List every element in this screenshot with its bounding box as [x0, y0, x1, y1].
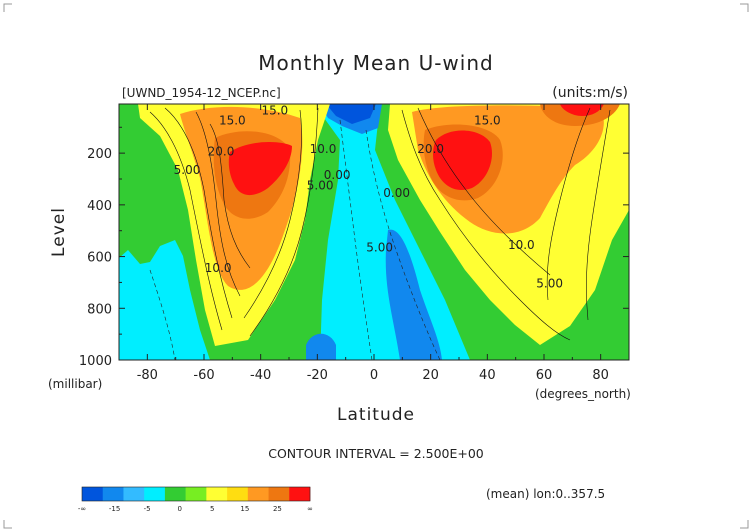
y-tick-label: 800 — [87, 302, 112, 317]
band-blue-bottom — [306, 333, 336, 360]
band-red-south — [228, 142, 292, 196]
colorbar-label: -5 — [144, 505, 151, 513]
plot-area: 15.015.020.0 10.05.000.005.0010.00.005.00… — [119, 103, 629, 360]
contour-interval-text: CONTOUR INTERVAL = 2.500E+00 — [268, 446, 484, 461]
chart-title: Monthly Mean U-wind — [258, 51, 493, 75]
contour-label: 5.00 — [307, 178, 334, 192]
y-tick-label: 1000 — [79, 354, 112, 369]
colorbar-swatch — [247, 487, 269, 501]
contour-label: 20.0 — [208, 145, 235, 159]
contour-label: 15.0 — [219, 114, 246, 128]
contour-lines — [149, 107, 611, 341]
band-blue-mid — [385, 229, 442, 360]
contour-label: 5.00 — [174, 163, 201, 177]
colorbar-label: 15 — [240, 505, 249, 513]
x-tick-label: 0 — [370, 368, 378, 383]
colorbar-swatch — [289, 487, 311, 501]
x-tick-label: 60 — [536, 368, 553, 383]
colorbar-swatch — [268, 487, 290, 501]
y-axis-label: Level — [49, 207, 69, 257]
contour-label: 5.00 — [536, 277, 563, 291]
x-tick-label: -40 — [250, 368, 271, 383]
colorbar: -∞ -15 -5 0 5 15 25 ∞ — [78, 486, 313, 513]
contour-label: 0.00 — [324, 168, 351, 182]
x-axis-label: Latitude — [337, 405, 415, 425]
contour-label: 5.00 — [366, 240, 393, 254]
colorbar-label: 25 — [273, 505, 282, 513]
colorbar-frame — [81, 486, 311, 502]
colorbar-swatch — [164, 487, 186, 501]
y-tick-label: 200 — [87, 147, 112, 162]
x-tick-label: -20 — [307, 368, 328, 383]
contour-label: 10.0 — [205, 261, 232, 275]
x-tick-label: -60 — [193, 368, 214, 383]
colorbar-swatch — [227, 487, 249, 501]
band-red-north — [433, 130, 492, 190]
x-tick-label: 80 — [592, 368, 609, 383]
contour-label: 10.0 — [508, 238, 535, 252]
colorbar-swatch — [102, 487, 124, 501]
contour-label: 0.00 — [383, 186, 410, 200]
corner-marks — [3, 3, 749, 529]
colorbar-label: -15 — [109, 505, 120, 513]
units-label: (units:m/s) — [552, 85, 628, 101]
colorbar-label: ∞ — [307, 505, 313, 513]
colorbar-swatch — [144, 487, 166, 501]
x-axis: -80 -60 -40 -20 0 20 40 60 80 — [118, 104, 630, 383]
x-tick-label: -80 — [137, 368, 158, 383]
colorbar-label: -∞ — [78, 505, 86, 513]
y-axis: 200 400 600 800 1000 — [79, 126, 629, 369]
y-tick-label: 400 — [87, 199, 112, 214]
y-units-label: (millibar) — [48, 377, 102, 391]
x-tick-label: 40 — [479, 368, 496, 383]
y-tick-label: 600 — [87, 251, 112, 266]
colorbar-swatch — [82, 487, 104, 501]
band-red-ne — [560, 104, 604, 116]
contour-label: 10.0 — [310, 142, 337, 156]
band-cyan-southwest — [119, 240, 210, 360]
band-darkblue-top — [326, 104, 376, 124]
colorbar-label: 5 — [210, 505, 214, 513]
colorbar-label: 0 — [177, 505, 181, 513]
footer-text: (mean) lon:0..357.5 — [486, 487, 605, 501]
x-units-label: (degrees_north) — [535, 387, 631, 401]
colorbar-swatch — [185, 487, 207, 501]
x-tick-label: 20 — [422, 368, 439, 383]
contour-lines-dashed — [149, 119, 441, 360]
colorbar-swatch — [206, 487, 228, 501]
contour-label: 15.0 — [474, 114, 501, 128]
contour-label: 20.0 — [417, 142, 444, 156]
contour-label: 15.0 — [261, 103, 288, 117]
source-label: [UWND_1954-12_NCEP.nc] — [122, 86, 281, 100]
colorbar-swatch — [123, 487, 145, 501]
contour-labels: 15.015.020.0 10.05.000.005.0010.00.005.00… — [174, 103, 563, 291]
